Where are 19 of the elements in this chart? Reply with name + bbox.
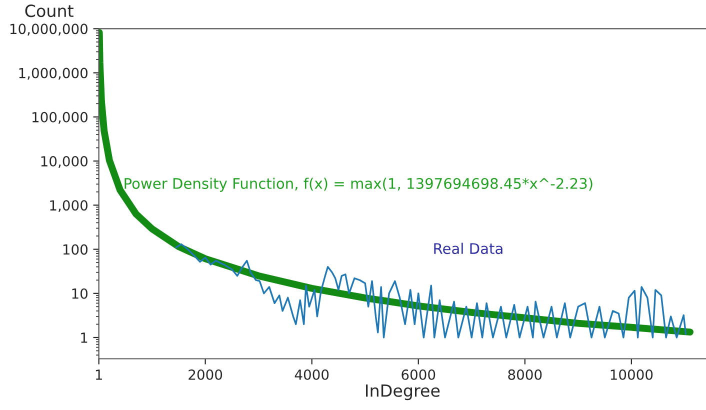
- line-series: [175, 243, 687, 338]
- y-axis-title: Count: [25, 4, 74, 18]
- x-tick-label: 4000: [294, 369, 329, 380]
- y-tick-label: 10: [72, 288, 88, 299]
- annotation: Real Data: [434, 242, 502, 254]
- y-tick-label: 1: [81, 332, 88, 343]
- y-tick-label: 100,000: [32, 112, 88, 124]
- y-tick-label: 1,000,000: [19, 68, 88, 80]
- y-tick-label: 100: [63, 244, 88, 255]
- annotation: Power Density Function, f(x) = max(1, 1397694698.45*x^-2.23): [124, 178, 592, 192]
- y-tick-label: 10,000: [41, 156, 88, 168]
- x-tick-label: 6000: [402, 369, 436, 380]
- x-axis-title: InDegree: [366, 384, 440, 400]
- x-tick-label: 1: [96, 370, 102, 380]
- x-tick-label: 2000: [188, 369, 222, 380]
- x-tick-label: 10000: [610, 369, 653, 380]
- x-tick-label: 8000: [508, 369, 542, 380]
- y-tick-label: 10,000,000: [10, 24, 88, 36]
- y-tick-label: 1,000: [50, 200, 88, 212]
